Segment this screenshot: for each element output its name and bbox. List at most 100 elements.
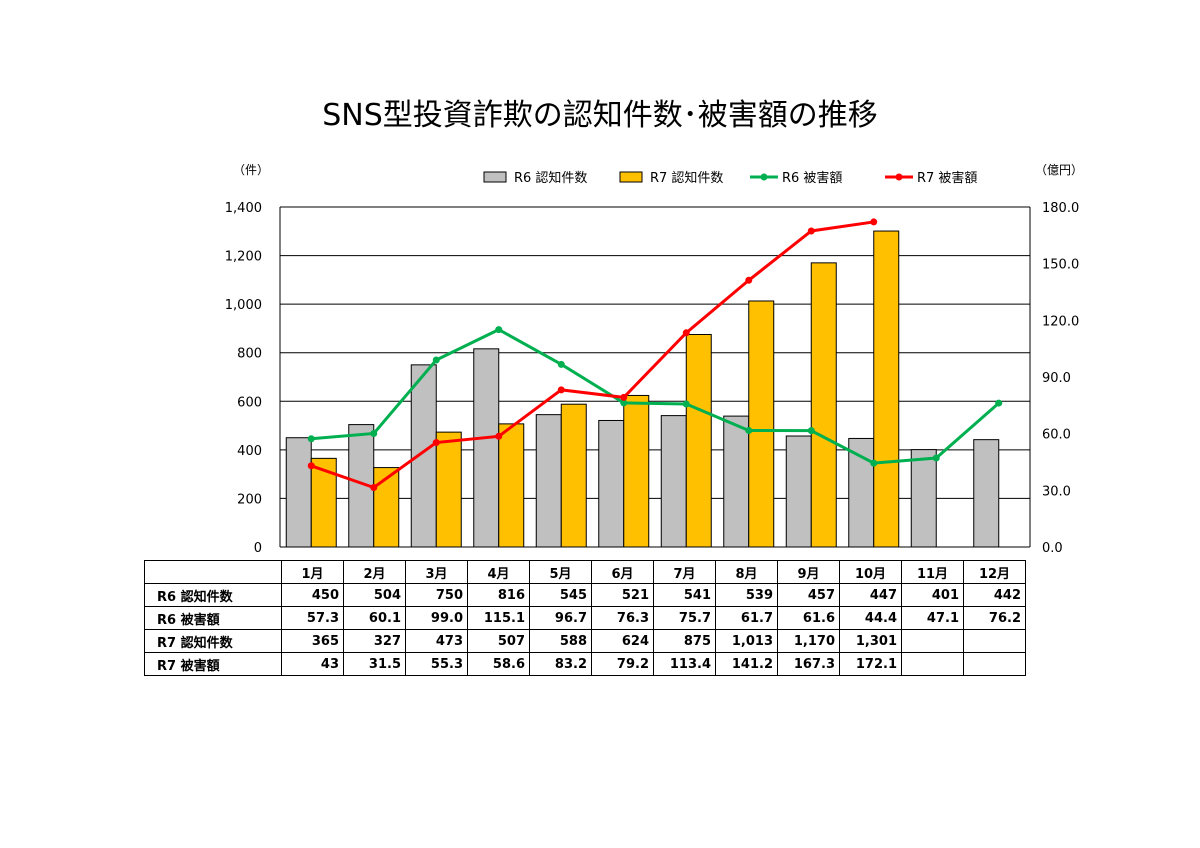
legend-label: R6 認知件数 [514, 170, 587, 186]
table-cell: 539 [715, 583, 778, 607]
table-header-cell: 2月 [343, 560, 406, 584]
point-r7-damage [432, 439, 440, 447]
bar-r6-count [723, 415, 750, 548]
y-right-tick-label: 0.0 [1042, 541, 1063, 556]
table-cell: 1,013 [715, 629, 778, 653]
table-row-label: R7 認知件数 [144, 629, 282, 653]
table-cell: 442 [963, 583, 1026, 607]
point-r6-damage [370, 429, 378, 437]
bar-r6-count [785, 435, 812, 548]
table-header-cell: 12月 [963, 560, 1026, 584]
y-right-unit-label: （億円） [1035, 163, 1083, 177]
table-header-cell: 3月 [405, 560, 468, 584]
combo-chart: 0 200 400 600 800 1,000 1,200 1,400 0.0 30.0 60.0 9… [225, 163, 1083, 556]
y-right-tick-label: 90.0 [1042, 371, 1071, 386]
legend-swatch [483, 171, 507, 183]
table-cell: 61.6 [777, 606, 840, 630]
table-cell: 57.3 [281, 606, 344, 630]
bar-r7-count [498, 423, 525, 548]
table-cell: 624 [591, 629, 654, 653]
table-cell: 545 [529, 583, 592, 607]
table-row: R6 被害額 57.3 60.1 99.0 115.1 96.7 76.3 75.7 61.7 6… [144, 606, 1026, 630]
table-cell: 816 [467, 583, 530, 607]
table-cell: 58.6 [467, 652, 530, 676]
point-r6-damage [807, 427, 815, 435]
y-left-tick-label: 800 [237, 347, 262, 362]
y-left-tick-label: 600 [237, 395, 262, 410]
point-r6-damage [557, 360, 565, 368]
table-cell: 76.2 [963, 606, 1026, 630]
table-cell: 1,170 [777, 629, 840, 653]
table-row: R6 認知件数 450 504 750 816 545 521 541 539 457 447 401… [144, 583, 1026, 607]
table-cell: 31.5 [343, 652, 406, 676]
point-r7-damage [620, 393, 628, 401]
table-header-row: 1月 2月 3月 4月 5月 6月 7月 8月 9月 10月 11月 12月 [144, 560, 1026, 584]
table-cell: 875 [653, 629, 716, 653]
table-cell: 60.1 [343, 606, 406, 630]
bar-r6-count [598, 419, 625, 548]
legend-marker [760, 173, 768, 181]
table-cell: 79.2 [591, 652, 654, 676]
y-right-tick-label: 60.0 [1042, 428, 1071, 443]
point-r6-damage [932, 454, 940, 462]
table-cell: 541 [653, 583, 716, 607]
table-cell: 167.3 [777, 652, 840, 676]
table-header-cell: 10月 [839, 560, 902, 584]
point-r6-damage [620, 399, 628, 407]
table-header-cell: 1月 [281, 560, 344, 584]
table-cell: 588 [529, 629, 592, 653]
point-r7-damage [495, 432, 503, 440]
table-cell: 473 [405, 629, 468, 653]
table-cell: 401 [901, 583, 964, 607]
table-header-cell: 7月 [653, 560, 716, 584]
table-cell: 75.7 [653, 606, 716, 630]
point-r7-damage [557, 386, 565, 394]
point-r7-damage [307, 462, 315, 470]
y-right-tick-label: 180.0 [1042, 201, 1079, 216]
table-cell: 457 [777, 583, 840, 607]
table-cell: 365 [281, 629, 344, 653]
point-r6-damage [682, 400, 690, 408]
table-cell: 450 [281, 583, 344, 607]
table-cell [963, 652, 1026, 676]
bar-r7-count [435, 431, 462, 548]
bar-r7-count [810, 262, 837, 548]
y-left-tick-label: 0 [254, 541, 262, 556]
legend-swatch [619, 171, 643, 183]
point-r7-damage [870, 218, 878, 226]
bar-r6-count [473, 348, 500, 548]
table-header-cell: 4月 [467, 560, 530, 584]
line-r7-damage [310, 220, 874, 490]
table-row-label: R6 認知件数 [144, 583, 282, 607]
point-r7-damage [370, 484, 378, 491]
line-r6-damage [311, 327, 1000, 465]
point-r6-damage [432, 356, 440, 364]
table-row-label: R6 被害額 [144, 606, 282, 630]
table-header-cell: 8月 [715, 560, 778, 584]
table-cell: 507 [467, 629, 530, 653]
point-r7-damage [682, 329, 690, 337]
data-table-container: 1月 2月 3月 4月 5月 6月 7月 8月 9月 10月 11月 12月 R6 認知件数 450 504… [144, 560, 1026, 676]
table-cell: 172.1 [839, 652, 902, 676]
y-right-tick-label: 150.0 [1042, 258, 1079, 273]
chart-title: SNS型投資詐欺の認知件数･被害額の推移 [322, 98, 878, 133]
point-r7-damage [807, 227, 815, 235]
table-corner-cell [144, 560, 282, 584]
table-row: R7 認知件数 365 327 473 507 588 624 875 1,013 1,170 1,… [144, 629, 1026, 653]
table-row: R7 被害額 43 31.5 55.3 58.6 83.2 79.2 113.4 141.2 16… [144, 652, 1026, 676]
data-table: 1月 2月 3月 4月 5月 6月 7月 8月 9月 10月 11月 12月 R6 認知件数 450 504… [144, 560, 1026, 676]
table-cell: 43 [281, 652, 344, 676]
table-cell: 115.1 [467, 606, 530, 630]
legend-label: R6 被害額 [782, 170, 842, 186]
point-r6-damage [495, 326, 503, 334]
table-cell: 327 [343, 629, 406, 653]
y-left-tick-label: 200 [237, 492, 262, 507]
bar-r7-count [873, 230, 900, 548]
table-cell: 99.0 [405, 606, 468, 630]
table-cell [901, 652, 964, 676]
table-cell: 141.2 [715, 652, 778, 676]
bar-r7-count [560, 403, 587, 548]
bar-r6-count [660, 415, 687, 548]
table-row-label: R7 被害額 [144, 652, 282, 676]
y-right-tick-label: 30.0 [1042, 484, 1071, 499]
